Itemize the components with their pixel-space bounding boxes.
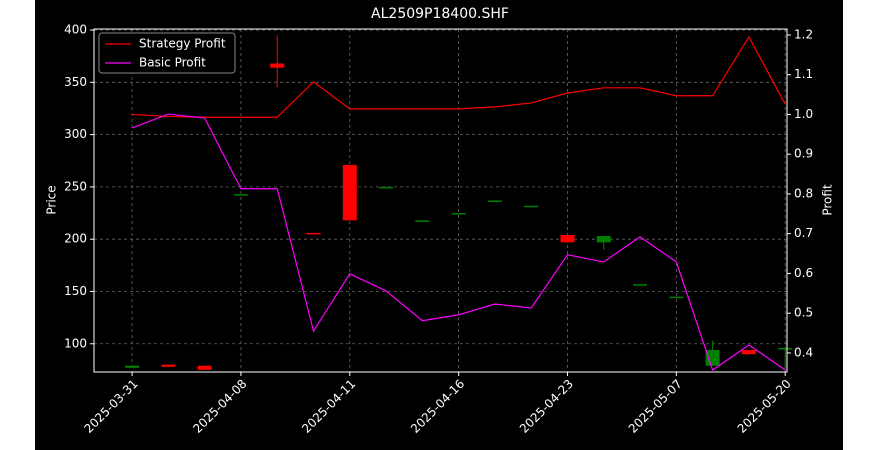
- y2-tick-label: 0.4: [794, 345, 813, 359]
- y2-tick-label: 0.8: [794, 186, 813, 200]
- candle-body: [741, 350, 756, 355]
- y-tick-label: 350: [64, 75, 87, 89]
- candle-body: [524, 205, 539, 208]
- candle-body: [560, 235, 575, 243]
- candle-body: [306, 232, 321, 235]
- candle-body: [778, 347, 793, 350]
- candle-body: [451, 213, 466, 215]
- candle-body: [487, 200, 502, 202]
- candle-body: [233, 194, 248, 196]
- y-tick-label: 150: [64, 284, 87, 298]
- y-tick-label: 250: [64, 179, 87, 193]
- y-tick-label: 300: [64, 127, 87, 141]
- y2-axis-label: Profit: [821, 184, 835, 216]
- y2-tick-label: 0.9: [794, 147, 813, 161]
- legend-label: Basic Profit: [139, 56, 206, 70]
- legend-label: Strategy Profit: [139, 37, 226, 51]
- candle-body: [342, 164, 357, 221]
- candle-body: [705, 350, 720, 366]
- y2-tick-label: 1.0: [794, 107, 813, 121]
- legend: Strategy Profit Basic Profit: [98, 32, 236, 74]
- candle-body: [379, 186, 394, 189]
- y2-tick-label: 0.7: [794, 226, 813, 240]
- profit-line: [131, 113, 786, 371]
- candle-body: [669, 296, 684, 299]
- y-tick-label: 200: [64, 232, 87, 246]
- candle-body: [197, 365, 212, 370]
- y-tick-label: 400: [64, 23, 87, 37]
- candle-body: [125, 365, 140, 368]
- candle-body: [161, 364, 176, 367]
- candle-body: [415, 220, 430, 222]
- axes-frame: [93, 28, 788, 373]
- candle-body: [596, 236, 611, 243]
- figure-background: [35, 0, 843, 450]
- candle-body: [270, 63, 285, 68]
- y-axis-label: Price: [45, 185, 59, 214]
- y2-tick-label: 0.5: [794, 306, 813, 320]
- y-tick-label: 100: [64, 336, 87, 350]
- legend-box: [98, 32, 236, 74]
- candle-body: [633, 284, 648, 286]
- chart-title: AL2509P18400.SHF: [371, 6, 509, 22]
- y2-tick-label: 1.1: [794, 67, 813, 81]
- profit-line: [132, 35, 786, 118]
- y2-tick-label: 1.2: [794, 27, 813, 41]
- y2-tick-label: 0.6: [794, 266, 813, 280]
